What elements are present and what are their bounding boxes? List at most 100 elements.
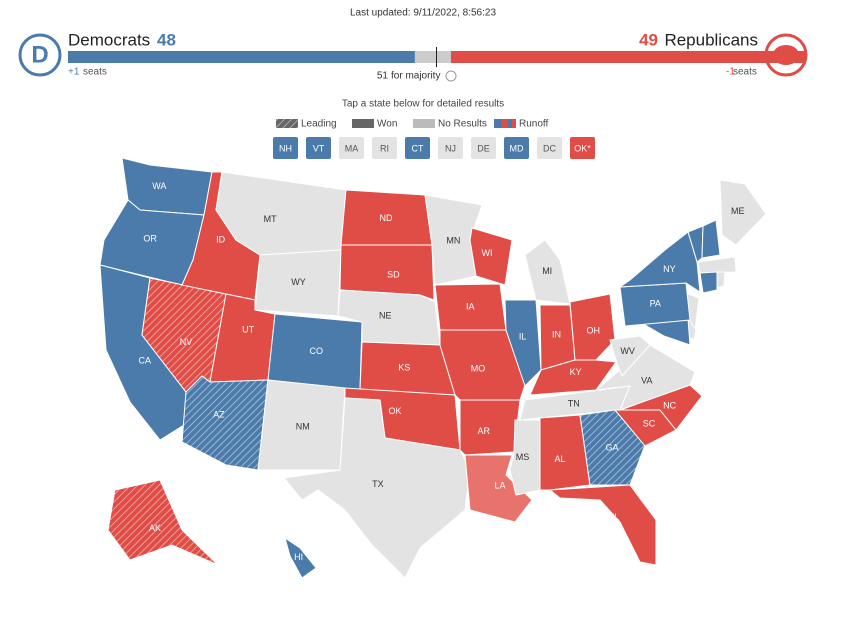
rep-name: Republicans (664, 30, 758, 49)
state-label: PA (650, 298, 661, 308)
state[interactable] (284, 536, 317, 579)
state-button[interactable] (372, 137, 397, 159)
state[interactable] (529, 359, 617, 396)
state-label: ID (216, 235, 226, 245)
state-label: OH (586, 326, 600, 336)
state-button[interactable] (405, 137, 430, 159)
state-label: CO (310, 346, 324, 356)
state[interactable] (283, 397, 471, 579)
small-state[interactable] (701, 219, 721, 259)
state-label: KY (570, 367, 582, 377)
state-label: AL (554, 454, 565, 464)
state-label: NV (180, 337, 193, 347)
legend-label: Runoff (519, 119, 549, 130)
state-label: WA (152, 181, 166, 191)
state[interactable] (459, 399, 521, 456)
state[interactable] (618, 231, 701, 293)
small-state[interactable] (716, 271, 726, 289)
state-button[interactable] (471, 137, 496, 159)
small-state[interactable] (697, 256, 737, 274)
state-button-label: CT (412, 143, 424, 153)
state-label: ND (380, 213, 393, 223)
state-button-label: OK* (574, 143, 591, 153)
state-label: MT (264, 214, 277, 224)
state-label: LA (494, 481, 505, 491)
state[interactable] (439, 329, 526, 401)
state[interactable] (719, 179, 767, 246)
state-label: AZ (213, 410, 225, 420)
state-button-label: RI (380, 143, 389, 153)
state[interactable] (469, 227, 513, 286)
state-label: NC (663, 401, 676, 411)
state-button-label: VT (313, 143, 325, 153)
state[interactable] (609, 335, 651, 377)
state-button[interactable] (504, 137, 529, 159)
state-button-label: NH (279, 143, 292, 153)
state-label: TN (568, 398, 580, 408)
majority-number: 51 (377, 71, 389, 82)
legend-label: No Results (438, 119, 487, 130)
state-label: FL (609, 512, 620, 522)
state[interactable] (539, 414, 591, 491)
instructions: Tap a state below for detailed results (342, 99, 504, 110)
state-label: SD (387, 269, 400, 279)
state-label: WI (482, 248, 493, 258)
state-label: NY (663, 264, 676, 274)
state-label: WV (620, 346, 635, 356)
state-label: ME (731, 206, 745, 216)
rep-seats: 49 (639, 30, 658, 49)
state[interactable] (464, 454, 533, 523)
last-updated: Last updated: 9/11/2022, 8:56:23 (350, 8, 496, 19)
state-label: HI (294, 552, 303, 562)
state-button-label: DC (543, 143, 556, 153)
dem-logo (18, 33, 62, 77)
state-label: AK (149, 523, 161, 533)
state-label: MO (471, 364, 486, 374)
dem-change: +1 (68, 67, 80, 78)
dem-unit: seats (83, 67, 107, 78)
state-label: IL (519, 332, 527, 342)
state-label: WY (291, 277, 306, 287)
state-button[interactable] (339, 137, 364, 159)
dem-bar (68, 51, 415, 63)
state-label: KS (398, 362, 410, 372)
state[interactable] (524, 239, 571, 305)
state-hatch (182, 376, 268, 470)
state-label: MI (542, 266, 552, 276)
state-label: GA (605, 442, 618, 452)
state-button[interactable] (273, 137, 298, 159)
state-hatch (580, 410, 645, 485)
majority-text: for majority (391, 71, 440, 82)
legend-label: Won (377, 119, 397, 130)
state-hatch (142, 278, 226, 392)
legend-swatch (352, 119, 374, 128)
state-button-label: MA (345, 143, 359, 153)
state[interactable] (548, 484, 657, 566)
legend-label: Leading (301, 119, 337, 130)
legend-hatch (276, 119, 298, 128)
dem-name: Democrats (68, 30, 150, 49)
state-button[interactable] (438, 137, 463, 159)
state[interactable] (569, 293, 616, 361)
state-label: SC (643, 418, 656, 428)
state[interactable] (504, 299, 542, 387)
state-button[interactable] (570, 137, 595, 159)
state-hatch (108, 480, 218, 565)
state[interactable] (339, 244, 435, 301)
state-button-label: NJ (445, 143, 456, 153)
state-button[interactable] (306, 137, 331, 159)
state-label: VA (641, 376, 652, 386)
state-label: CA (138, 355, 151, 365)
rep-change: -1 (726, 67, 735, 78)
state-label: IN (552, 329, 561, 339)
state-label: OR (143, 234, 157, 244)
info-icon[interactable] (445, 70, 457, 82)
small-state[interactable] (699, 271, 718, 294)
legend-swatch-part (494, 119, 501, 128)
state-label: MN (446, 235, 460, 245)
state-label: TX (372, 479, 384, 489)
state-button[interactable] (537, 137, 562, 159)
legend-swatch-fill (413, 119, 435, 128)
dem-seats: 48 (157, 30, 176, 49)
legend-swatch-part (508, 119, 512, 128)
